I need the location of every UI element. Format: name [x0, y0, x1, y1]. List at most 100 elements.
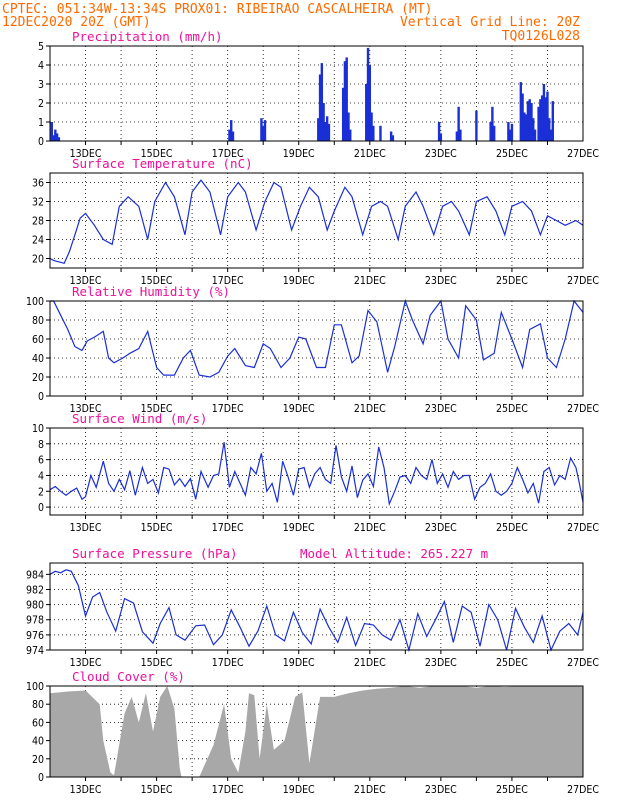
temp-xtick-label: 17DEC: [212, 275, 244, 287]
rh-ytick-label: 100: [26, 296, 44, 308]
precip-bar: [546, 91, 549, 141]
precip-bar: [524, 114, 528, 141]
precip-xtick-label: 17DEC: [212, 148, 244, 160]
wind-xtick-label: 25DEC: [496, 522, 528, 534]
header-line-model-id: TQ0126L028: [502, 29, 580, 44]
precip-bar: [343, 61, 347, 142]
precip-bar: [507, 122, 510, 141]
precip-bar: [542, 84, 546, 141]
temp-panel: Surface Temperature (nC) 20 24 28 32 36 13DEC 1…: [32, 156, 599, 287]
precip-bar: [457, 106, 460, 141]
temp-ytick-label: 32: [32, 197, 44, 209]
precip-bar: [455, 131, 459, 141]
precip-bar: [263, 120, 267, 141]
precip-bar: [459, 129, 462, 141]
wind-ytick-label: 6: [38, 455, 44, 467]
temp-xtick-label: 25DEC: [496, 275, 528, 287]
pres-panel: Surface Pressure (hPa) Model Altitude: 26…: [26, 546, 599, 669]
temp-xtick-label: 27DEC: [567, 275, 599, 287]
pres-ytick-label: 984: [26, 569, 44, 581]
precip-bar: [327, 123, 331, 141]
rh-title: Relative Humidity (%): [72, 284, 230, 299]
precip-bar: [260, 118, 263, 141]
precip-bar: [491, 106, 494, 141]
rh-xtick-label: 19DEC: [283, 403, 315, 415]
precip-bar: [523, 112, 526, 141]
pres-series-line: [49, 569, 584, 653]
precip-xtick-label: 21DEC: [354, 148, 386, 160]
precip-bar: [379, 125, 382, 141]
wind-xtick-label: 13DEC: [70, 522, 102, 534]
precip-bar: [521, 93, 524, 141]
precip-bar: [508, 129, 512, 141]
rh-xtick-label: 17DEC: [212, 403, 244, 415]
pres-xtick-label: 23DEC: [425, 657, 457, 669]
pres-ytick-label: 974: [26, 645, 44, 657]
cloud-ytick-label: 40: [32, 736, 44, 748]
precip-frame: [49, 45, 584, 142]
temp-frame: [49, 172, 584, 269]
precip-bar: [318, 74, 322, 141]
precip-bar: [391, 135, 395, 141]
precip-bar: [322, 103, 325, 141]
precip-bar: [549, 129, 553, 141]
panels-layer: Precipitation (mm/h) 0 1 2 3 4 5 13DEC 15DEC 17DE…: [26, 29, 599, 796]
precip-xtick-label: 13DEC: [70, 148, 102, 160]
precip-ytick-label: 1: [38, 117, 44, 129]
precip-bar: [439, 133, 443, 141]
precip-bar: [537, 106, 540, 141]
wind-ytick-label: 2: [38, 486, 44, 498]
pres-ytick-label: 978: [26, 615, 44, 627]
precip-bar: [349, 129, 352, 141]
wind-xtick-label: 17DEC: [212, 522, 244, 534]
precip-bar: [372, 125, 375, 141]
wind-xtick-label: 27DEC: [567, 522, 599, 534]
rh-panel: Relative Humidity (%) 0 20 40 60 80 100 13DEC 15…: [26, 284, 599, 415]
rh-xtick-label: 15DEC: [141, 403, 173, 415]
wind-ytick-label: 0: [38, 502, 44, 514]
pres-xtick-label: 17DEC: [212, 657, 244, 669]
precip-bar: [368, 65, 371, 141]
pres-xtick-label: 27DEC: [567, 657, 599, 669]
pres-title: Surface Pressure (hPa): [72, 546, 238, 561]
cloud-xtick-label: 21DEC: [354, 784, 386, 796]
pres-xtick-label: 13DEC: [70, 657, 102, 669]
cloud-ytick-label: 0: [38, 772, 44, 784]
temp-xtick-label: 15DEC: [141, 275, 173, 287]
precip-bar: [50, 122, 53, 141]
precip-bar: [52, 135, 55, 141]
rh-ytick-label: 0: [38, 391, 44, 403]
rh-xtick-label: 13DEC: [70, 403, 102, 415]
precip-bar: [228, 129, 231, 141]
wind-panel: Surface Wind (m/s) 0 2 4 6 8 10 13DEC 15DEC 17DEC…: [32, 411, 599, 534]
precip-bar: [341, 87, 345, 141]
cloud-xtick-label: 23DEC: [425, 784, 457, 796]
precip-panel: Precipitation (mm/h) 0 1 2 3 4 5 13DEC 15DEC 17DE…: [38, 29, 599, 160]
precip-bar: [320, 63, 324, 141]
precip-bar: [532, 118, 535, 141]
precip-ytick-label: 2: [38, 98, 44, 110]
precip-bar: [231, 131, 235, 141]
precip-bar: [540, 95, 544, 141]
pres-xtick-label: 21DEC: [354, 657, 386, 669]
cloud-ytick-label: 60: [32, 717, 44, 729]
precip-bar: [551, 101, 554, 141]
temp-xtick-label: 23DEC: [425, 275, 457, 287]
precip-bar: [54, 129, 57, 141]
pres-altitude-note: Model Altitude: 265.227 m: [300, 546, 488, 561]
precip-xtick-label: 23DEC: [425, 148, 457, 160]
precip-bar: [365, 84, 368, 141]
precip-bar: [533, 129, 537, 141]
pres-xtick-label: 19DEC: [283, 657, 315, 669]
pres-ytick-label: 982: [26, 584, 44, 596]
cloud-ytick-label: 20: [32, 754, 44, 766]
precip-xtick-label: 19DEC: [283, 148, 315, 160]
wind-title: Surface Wind (m/s): [72, 411, 207, 426]
precip-bar: [530, 103, 533, 141]
precip-bar: [475, 110, 478, 141]
pres-xtick-label: 25DEC: [496, 657, 528, 669]
cloud-xtick-label: 25DEC: [496, 784, 528, 796]
temp-xtick-label: 19DEC: [283, 275, 315, 287]
cloud-panel: Cloud Cover (%) 0 20 40 60 80 100 13DEC 15DEC 17D…: [26, 669, 599, 796]
